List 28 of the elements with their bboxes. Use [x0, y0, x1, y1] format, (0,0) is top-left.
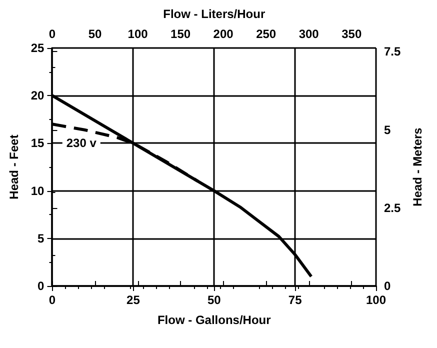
- y2-tick-label: 0: [384, 279, 391, 293]
- x2-tick-label: 100: [128, 27, 148, 41]
- x2-tick-label: 250: [256, 27, 276, 41]
- x2-tick-label: 300: [298, 27, 320, 41]
- y2-tick-label: 7.5: [384, 44, 402, 59]
- x2-tick-label: 150: [170, 27, 191, 41]
- y-tick-label: 0: [38, 279, 45, 293]
- x-axis-title: Flow - Gallons/Hour: [157, 313, 272, 327]
- series-label: 230 v: [66, 136, 97, 150]
- y2-tick-label: 2.5: [384, 200, 402, 215]
- x2-tick-label: 0: [48, 27, 56, 41]
- y-tick-label: 5: [38, 231, 45, 246]
- y2-tick-label: 5: [384, 122, 391, 137]
- x-tick-label: 25: [126, 293, 140, 307]
- x2-tick-label: 50: [88, 27, 102, 41]
- x-tick-label: 100: [366, 293, 386, 307]
- y-tick-label: 20: [30, 88, 45, 103]
- y2-axis-title: Head - Meters: [410, 127, 425, 206]
- x2-axis-title: Flow - Liters/Hour: [163, 7, 266, 21]
- x2-tick-label: 200: [213, 27, 234, 41]
- x2-tick-label: 350: [342, 27, 362, 41]
- y-tick-label: 15: [30, 136, 45, 150]
- y-tick-label: 25: [30, 41, 45, 55]
- x-tick-label: 75: [288, 293, 302, 307]
- x-tick-label: 0: [48, 293, 56, 307]
- y-tick-label: 10: [30, 184, 45, 198]
- x-tick-label: 50: [207, 293, 222, 307]
- y-axis-title: Head - Feet: [7, 134, 21, 200]
